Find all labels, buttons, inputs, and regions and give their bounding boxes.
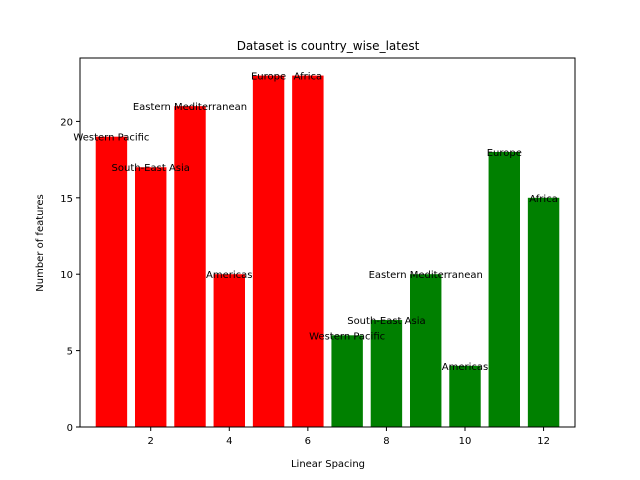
y-tick-label: 10	[60, 270, 73, 281]
bar-label: Americas	[206, 270, 252, 281]
bar-label: Western Pacific	[309, 331, 385, 342]
bar-label: Europe	[251, 72, 286, 83]
x-tick-label: 12	[537, 436, 550, 447]
bar	[527, 197, 560, 427]
bar	[370, 320, 403, 427]
y-tick-label: 20	[60, 117, 73, 128]
bar-label: Western Pacific	[73, 133, 149, 144]
x-tick-label: 4	[226, 436, 232, 447]
bar-label: Americas	[442, 362, 488, 373]
bar	[488, 151, 520, 428]
y-tick-label: 15	[60, 194, 73, 205]
bar-label: Eastern Mediterranean	[369, 270, 483, 281]
x-axis-ticks: 2 4 6 8 10 12	[148, 427, 550, 447]
bar-label: Africa	[294, 72, 323, 83]
plot-frame	[79, 57, 576, 428]
y-axis-label: Number of features	[35, 194, 46, 291]
bar	[213, 274, 245, 427]
bar	[252, 75, 285, 428]
bar-labels-group: Western Pacific South-East Asia Eastern Me…	[73, 72, 557, 373]
y-tick-label: 0	[67, 423, 73, 434]
y-axis-ticks: 0 5 10 15 20	[60, 117, 80, 434]
bar	[135, 167, 167, 427]
bar	[449, 365, 481, 427]
y-tick-label: 5	[67, 347, 73, 358]
chart-title: Dataset is country_wise_latest	[237, 39, 420, 53]
bar-label: Africa	[529, 194, 558, 205]
bar	[410, 274, 442, 427]
bar-label: South-East Asia	[112, 163, 190, 174]
bar	[174, 106, 206, 427]
bars-group	[95, 75, 560, 428]
x-tick-label: 10	[459, 436, 472, 447]
x-tick-label: 8	[383, 436, 389, 447]
bar-label: Europe	[487, 148, 522, 159]
bar	[95, 136, 128, 427]
x-axis-label: Linear Spacing	[291, 459, 365, 470]
bar	[331, 335, 363, 427]
x-tick-label: 2	[148, 436, 154, 447]
bar	[292, 75, 324, 428]
bar-label: Eastern Mediterranean	[133, 102, 247, 113]
x-tick-label: 6	[305, 436, 311, 447]
bar-label: South-East Asia	[347, 316, 425, 327]
